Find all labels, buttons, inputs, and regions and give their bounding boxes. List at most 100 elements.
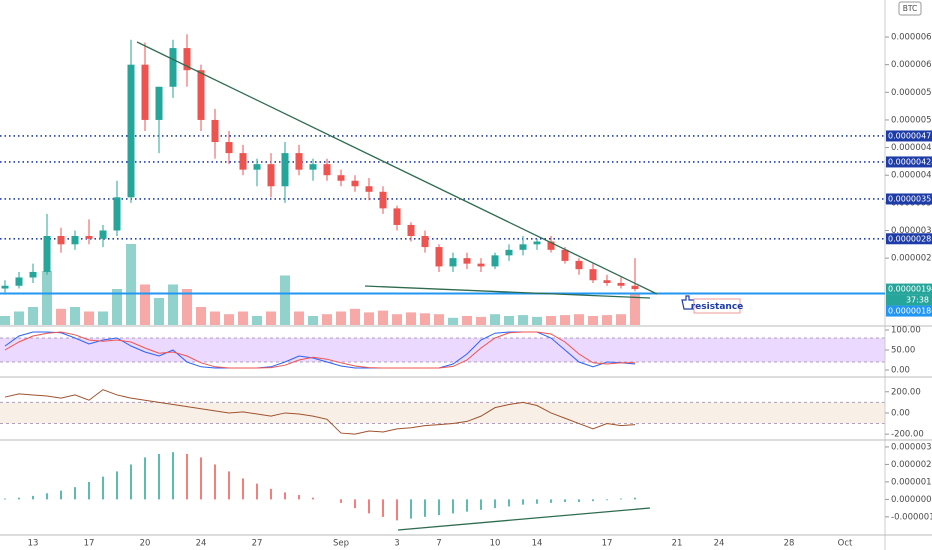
volume-bar [140, 284, 150, 325]
y-tick-label: 0.00000250 [891, 254, 932, 264]
y-tick-label: -200.00 [891, 430, 924, 440]
volume-bar [546, 316, 556, 325]
candle-body [155, 86, 163, 120]
price-line-label: 0.00000471 [888, 131, 932, 140]
volume-bar [112, 289, 122, 325]
candle-body [15, 277, 23, 286]
volume-bar [588, 316, 598, 325]
y-tick-label: 0.00000450 [891, 143, 932, 153]
price-line-label-box [886, 156, 932, 168]
volume-bar [448, 317, 458, 325]
candle-body [211, 119, 219, 143]
volume-bar [0, 316, 10, 325]
y-tick-label: 100.00 [891, 326, 921, 336]
volume-bar [560, 315, 570, 325]
volume-bar [378, 310, 388, 325]
trend-line [136, 41, 658, 295]
y-tick-label: 0.00000650 [891, 33, 932, 43]
x-tick-label: 27 [252, 539, 263, 549]
price-line-label: 0.00000186 [888, 307, 932, 316]
candle-body [295, 153, 303, 170]
candle-body [57, 236, 65, 245]
volume-bar [154, 298, 164, 325]
volume-bar [280, 275, 290, 325]
currency-box [898, 1, 922, 16]
price-line-label-box [886, 233, 932, 245]
candle-body [575, 260, 583, 270]
volume-bar [420, 313, 430, 325]
y-tick-label: -0.00000100 [891, 512, 932, 522]
candle-body [85, 236, 93, 239]
y-tick-label: 0.00 [891, 408, 910, 418]
candle-body [1, 285, 9, 289]
volume-bar [84, 311, 94, 325]
candle-body [407, 224, 415, 237]
candle-body [183, 48, 191, 71]
volume-bar [518, 315, 528, 325]
volume-bar [406, 312, 416, 325]
volume-bar [70, 307, 80, 325]
candle-body [477, 263, 485, 267]
price-line-label-box [886, 130, 932, 142]
candle-body [603, 280, 611, 283]
volume-bar [42, 271, 52, 325]
volume-bar [182, 289, 192, 325]
candle-body [505, 249, 513, 256]
annotation: resistance [681, 295, 743, 314]
countdown-box [886, 294, 932, 306]
candle-body [113, 197, 121, 231]
y-tick-label: 0.00 [891, 366, 910, 376]
volume-bar [266, 311, 276, 325]
volume-bar [616, 314, 626, 325]
x-tick-label: 17 [602, 539, 613, 549]
countdown: 37:38 [906, 296, 929, 305]
candle-body [239, 153, 247, 170]
candle-body [365, 186, 373, 192]
candle-body [589, 269, 597, 281]
x-tick-label: 10 [490, 539, 501, 549]
volume-bar [364, 312, 374, 325]
candle-body [463, 258, 471, 264]
candle-body [323, 164, 331, 176]
candle-body [29, 271, 37, 278]
y-tick-label: 0.00000600 [891, 60, 932, 70]
x-tick-label: 24 [196, 539, 207, 549]
band [0, 338, 885, 362]
x-tick-label: 3 [394, 539, 399, 549]
x-tick-label: 24 [714, 539, 725, 549]
volume-bar [490, 314, 500, 325]
candle-body [337, 175, 345, 181]
volume-bar [462, 316, 472, 325]
candle-body [519, 244, 527, 250]
y-tick-label: 0.00000300 [891, 442, 932, 452]
candle-body [379, 191, 387, 209]
y-tick-label: 0.00000400 [891, 171, 932, 181]
candle-body [71, 236, 79, 245]
x-tick-label: Sep [333, 539, 349, 549]
volume-bar [210, 311, 220, 325]
candle-body [169, 48, 177, 87]
x-tick-label: 14 [532, 539, 543, 549]
marks: 0.00000650 0.00000600 0.00000550 0.00000500… [0, 33, 932, 549]
candle-body [617, 282, 625, 286]
price-line-label-box [886, 305, 932, 317]
x-tick-label: 7 [436, 539, 441, 549]
y-tick-label: 0.00000550 [891, 88, 932, 98]
volume-bar [532, 316, 542, 325]
candle-body [127, 64, 135, 198]
x-tick-label: 28 [784, 539, 795, 549]
x-tick-label: Oct [838, 539, 853, 549]
candle-body [43, 236, 51, 272]
y-tick-label: 200.00 [891, 387, 921, 397]
y-tick-label: 0.00000200 [891, 460, 932, 470]
last-price-label-box [886, 283, 932, 295]
volume-bar [252, 316, 262, 325]
candle-body [197, 70, 205, 120]
band [0, 402, 885, 424]
trend-line [364, 285, 651, 299]
volume-bar [28, 307, 38, 325]
annotation-box [693, 298, 741, 314]
candle-body [631, 285, 639, 290]
